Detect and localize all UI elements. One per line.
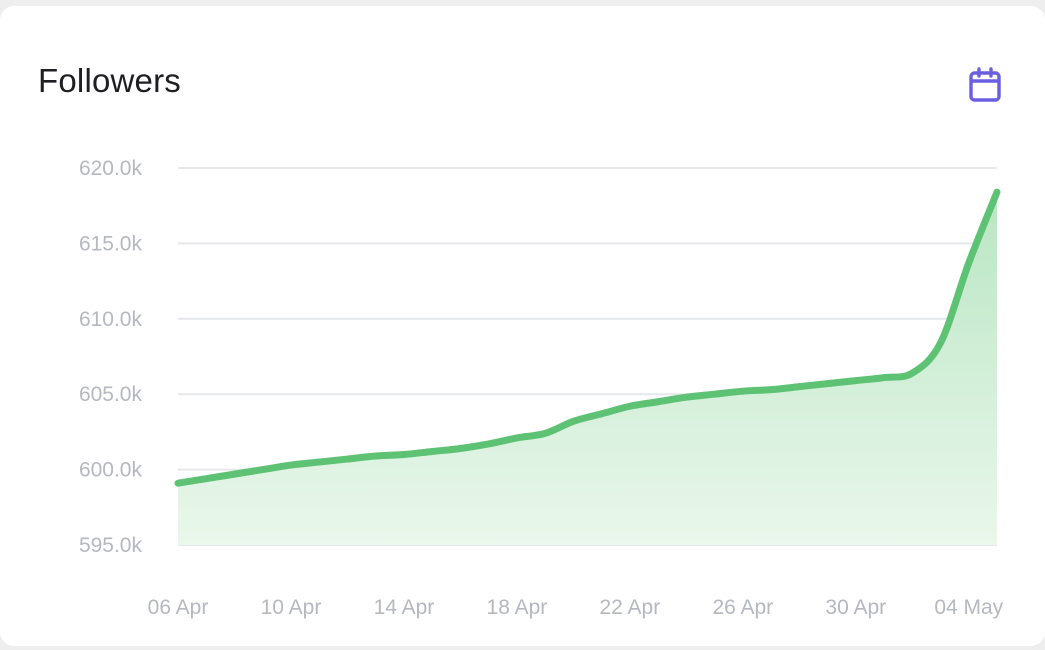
- y-tick-label: 615.0k: [79, 232, 143, 255]
- data-point: [683, 394, 689, 400]
- data-point: [429, 449, 435, 455]
- data-point: [825, 381, 831, 387]
- data-point: [373, 453, 379, 459]
- y-tick-label: 620.0k: [79, 157, 143, 180]
- data-point: [457, 445, 463, 451]
- calendar-icon: [969, 67, 1001, 102]
- data-point: [570, 418, 576, 424]
- x-tick-label: 22 Apr: [600, 596, 661, 619]
- line-layer: [174, 188, 1001, 487]
- data-point: [938, 340, 944, 346]
- y-tick-label: 605.0k: [79, 383, 143, 406]
- data-point: [542, 430, 548, 436]
- calendar-button[interactable]: [962, 62, 1008, 108]
- data-point: [627, 403, 633, 409]
- data-point: [740, 388, 746, 394]
- data-point: [994, 189, 1000, 195]
- data-point: [909, 370, 915, 376]
- data-point: [796, 384, 802, 390]
- area-layer: [178, 192, 997, 546]
- data-point: [514, 435, 520, 441]
- y-tick-label: 600.0k: [79, 459, 143, 482]
- data-point: [288, 462, 294, 468]
- data-point: [599, 411, 605, 417]
- y-tick-label: 610.0k: [79, 308, 143, 331]
- y-tick-label: 595.0k: [79, 534, 143, 557]
- card-title: Followers: [38, 62, 182, 99]
- data-point: [712, 391, 718, 397]
- x-tick-label: 26 Apr: [712, 596, 773, 619]
- data-point: [401, 452, 407, 458]
- x-tick-label: 10 Apr: [261, 596, 322, 619]
- data-point: [853, 378, 859, 384]
- data-point: [231, 471, 237, 477]
- x-tick-label: 18 Apr: [487, 596, 548, 619]
- series-line: [174, 188, 1001, 487]
- data-point: [655, 399, 661, 405]
- y-axis-labels: 620.0k 615.0k 610.0k 605.0k 600.0k 595.0k: [79, 157, 143, 557]
- data-point: [203, 476, 209, 482]
- x-tick-label: 04 May: [934, 596, 1003, 619]
- data-point: [966, 260, 972, 266]
- x-axis-labels: 06 Apr 10 Apr 14 Apr 18 Apr 22 Apr 26 Apr 30 A…: [148, 596, 1004, 619]
- data-point: [881, 375, 887, 381]
- x-tick-label: 06 Apr: [148, 596, 209, 619]
- x-tick-label: 14 Apr: [374, 596, 435, 619]
- data-point: [486, 441, 492, 447]
- data-point: [768, 387, 774, 393]
- data-point: [344, 456, 350, 462]
- x-tick-label: 30 Apr: [825, 596, 886, 619]
- data-point: [175, 480, 181, 486]
- data-point: [260, 467, 266, 473]
- series-area: [178, 192, 997, 546]
- data-point: [316, 459, 322, 465]
